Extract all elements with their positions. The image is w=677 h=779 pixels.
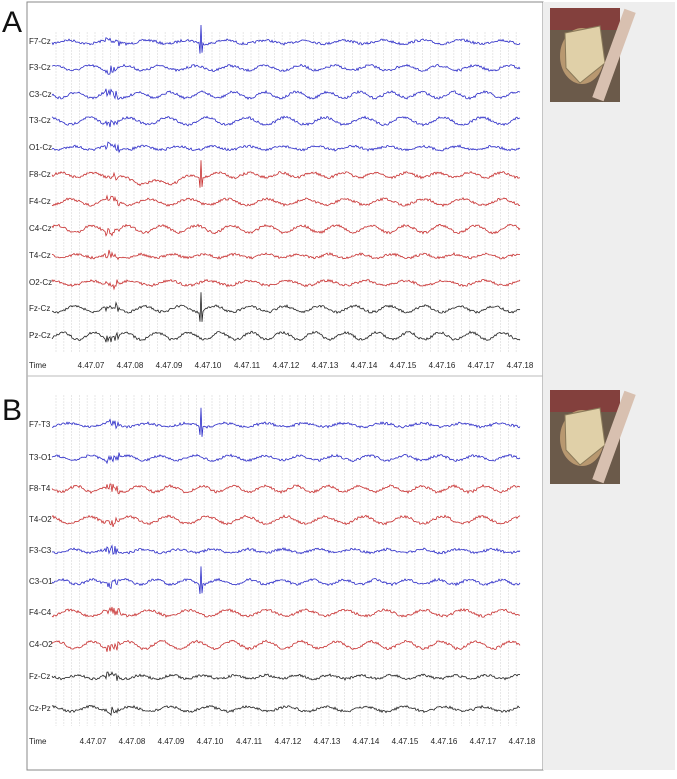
panel-letter: A [2, 6, 22, 39]
figure-frame [26, 1, 544, 771]
eeg-trace [51, 292, 521, 322]
channel-label: C4-O2 [29, 640, 53, 649]
time-tick-label: 4.47.12 [273, 361, 300, 370]
eeg-trace [51, 407, 521, 437]
thumb-blanket [550, 8, 620, 30]
channel-label: Fz-Cz [29, 672, 50, 681]
channel-label: C4-Cz [29, 224, 52, 233]
thumb-cap [564, 25, 606, 84]
time-tick-label: 4.47.14 [351, 361, 378, 370]
channel-label: O2-Cz [29, 278, 52, 287]
time-tick-label: 4.47.17 [468, 361, 495, 370]
eeg-trace [51, 671, 521, 681]
channel-label: F8-T4 [29, 484, 51, 493]
channel-label: F4-C4 [29, 608, 52, 617]
channel-label: F8-Cz [29, 170, 51, 179]
time-tick-label: 4.47.08 [119, 737, 146, 746]
channel-label: F7-Cz [29, 37, 51, 46]
channel-label: F3-C3 [29, 546, 52, 555]
time-tick-label: 4.47.15 [392, 737, 419, 746]
time-tick-label: 4.47.08 [117, 361, 144, 370]
thumb-arm [592, 8, 636, 102]
channel-label: T3-Cz [29, 116, 51, 125]
time-tick-label: 4.47.16 [429, 361, 456, 370]
eeg-trace [51, 483, 521, 495]
video-thumbnail [550, 8, 636, 102]
time-tick-label: 4.47.18 [509, 737, 536, 746]
channel-label: Fz-Cz [29, 304, 50, 313]
time-tick-label: 4.47.17 [470, 737, 497, 746]
eeg-trace [51, 566, 521, 594]
time-tick-label: 4.47.09 [158, 737, 185, 746]
video-thumbnail [550, 390, 636, 484]
time-tick-label: 4.47.10 [197, 737, 224, 746]
eeg-trace [51, 63, 521, 75]
time-tick-label: 4.47.07 [80, 737, 107, 746]
time-tick-label: 4.47.11 [234, 361, 261, 370]
time-tick-label: 4.47.13 [312, 361, 339, 370]
channel-label: T3-O1 [29, 453, 52, 462]
channel-label: F4-Cz [29, 197, 51, 206]
time-tick-label: 4.47.10 [195, 361, 222, 370]
channel-label: C3-O1 [29, 577, 53, 586]
video-pane [543, 2, 675, 770]
time-tick-label: 4.47.13 [314, 737, 341, 746]
channel-label: T4-Cz [29, 251, 51, 260]
time-tick-label: 4.47.18 [507, 361, 534, 370]
time-tick-label: 4.47.15 [390, 361, 417, 370]
eeg-trace [51, 249, 521, 261]
time-tick-label: 4.47.11 [236, 737, 263, 746]
eeg-trace [51, 330, 521, 343]
thumb-blanket [550, 390, 620, 412]
time-axis-label: Time [29, 361, 47, 370]
eeg-trace [51, 606, 521, 618]
channel-label: Cz-Pz [29, 704, 51, 713]
channel-label: O1-Cz [29, 143, 52, 152]
eeg-trace [51, 639, 521, 652]
thumb-arm [592, 390, 636, 484]
eeg-trace [51, 544, 521, 555]
eeg-trace [51, 278, 521, 291]
eeg-trace [51, 160, 521, 188]
channel-label: Pz-Cz [29, 331, 51, 340]
time-tick-label: 4.47.09 [156, 361, 183, 370]
eeg-trace [51, 141, 521, 153]
eeg-trace [51, 115, 521, 128]
channel-label: F7-T3 [29, 420, 51, 429]
panel-letter: B [2, 394, 22, 427]
eeg-trace [51, 88, 521, 100]
thumb-cap [564, 407, 606, 466]
time-axis-label: Time [29, 737, 47, 746]
eeg-trace [51, 24, 521, 54]
eeg-trace [51, 452, 521, 465]
channel-label: C3-Cz [29, 90, 52, 99]
eeg-trace [51, 704, 521, 717]
eeg-trace [51, 223, 521, 237]
eeg-trace [51, 514, 521, 528]
time-tick-label: 4.47.16 [431, 737, 458, 746]
time-tick-label: 4.47.07 [78, 361, 105, 370]
time-tick-label: 4.47.12 [275, 737, 302, 746]
channel-label: F3-Cz [29, 63, 51, 72]
eeg-trace [51, 194, 521, 208]
channel-label: T4-O2 [29, 515, 52, 524]
time-tick-label: 4.47.14 [353, 737, 380, 746]
